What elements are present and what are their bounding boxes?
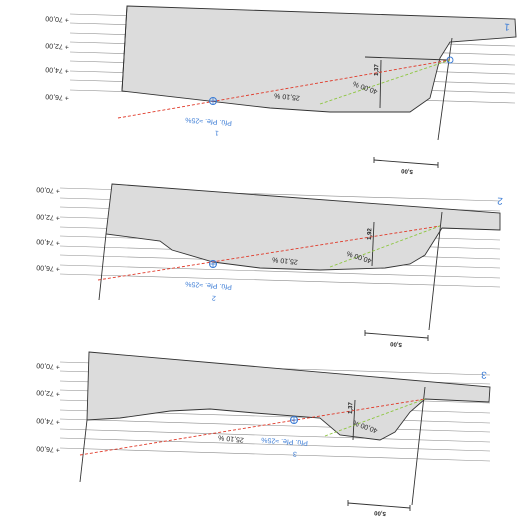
section-3-scale-bar [347, 502, 411, 509]
s2-level-72: + 72,00 [36, 212, 60, 221]
section-2-slope-red: 25,10 % [272, 255, 298, 265]
section-1-green-line [319, 59, 451, 105]
section-2-vertical-dim [371, 221, 375, 267]
s2-level-70: + 70,00 [36, 185, 60, 194]
section-1-right-boundary [437, 37, 453, 141]
section-3-green-line [324, 398, 426, 437]
s1-level-72: + 72,00 [45, 41, 69, 50]
level-labels: + 70,00 + 72,00 + 74,00 + 76,00 + 70,00 … [36, 14, 69, 453]
section-3-pile-label: Pfü. Pfe. ≈25% [261, 436, 308, 446]
section-1-left-boundary [121, 5, 128, 92]
s3-level-76: + 76,00 [36, 444, 60, 453]
section-2-number: 2 [496, 195, 503, 206]
section-3-ground-fill [86, 351, 491, 441]
section-2-blue-number: 2 [212, 294, 216, 301]
section-1-red-line [117, 59, 451, 119]
section-3-right-boundary [411, 386, 426, 506]
s3-level-74: + 74,00 [36, 416, 60, 425]
section-1-blue-number: 1 [215, 129, 219, 136]
section-3-scale-label: 5,00 [373, 509, 386, 516]
section-1-scale-label: 5,00 [400, 167, 413, 174]
section-2-scale-label: 5,00 [389, 340, 402, 347]
section-1-pile-label: Pfü. Pfe. ≈25% [185, 116, 232, 126]
s1-level-76: + 76,00 [45, 92, 69, 101]
section-2-green-line [329, 225, 441, 268]
section-1: 25,10 % 40,00 % 1,37 Pfü. Pfe. ≈25% 1 5,… [69, 5, 517, 174]
s3-level-70: + 70,00 [36, 361, 60, 370]
section-3-left-boundary [79, 419, 88, 483]
section-1-vertical-dim [379, 59, 382, 109]
section-1-end-marker [446, 56, 454, 64]
section-2: 25,10 % 40,00 % 1,92 Pfü. Pfe. ≈25% 2 5,… [59, 183, 503, 347]
section-1-top-mark [364, 56, 449, 61]
s1-level-70: + 70,00 [45, 14, 69, 23]
section-3-dim-label: 1,37 [348, 402, 354, 415]
section-2-dim-label: 1,92 [367, 228, 373, 241]
section-3: 25,10 % 40,00 % 1,37 Pfü. Pfe. ≈25% 3 5,… [59, 351, 491, 516]
section-3-blue-number: 3 [293, 450, 297, 457]
section-1-dim-label: 1,37 [374, 64, 380, 77]
section-2-red-line [97, 225, 441, 281]
section-3-red-line [79, 398, 426, 456]
section-3-slope-red: 25,10 % [218, 433, 244, 443]
section-2-pile-label: Pfü. Pfe. ≈25% [185, 280, 232, 290]
section-1-slope-red: 25,10 % [274, 91, 300, 101]
section-3-vertical-dim [352, 399, 356, 441]
s2-level-74: + 74,00 [36, 237, 60, 246]
section-1-ground-fill [121, 5, 517, 113]
section-1-scale-bar [373, 159, 439, 166]
section-2-ground-fill [105, 183, 501, 271]
section-1-number: 1 [503, 21, 510, 32]
section-2-scale-bar [364, 332, 429, 339]
s3-level-72: + 72,00 [36, 388, 60, 397]
section-3-number: 3 [480, 369, 487, 380]
s1-level-74: + 74,00 [45, 65, 69, 74]
section-2-right-boundary [428, 211, 443, 331]
s2-level-76: + 76,00 [36, 263, 60, 272]
section-2-left-boundary [98, 233, 107, 301]
